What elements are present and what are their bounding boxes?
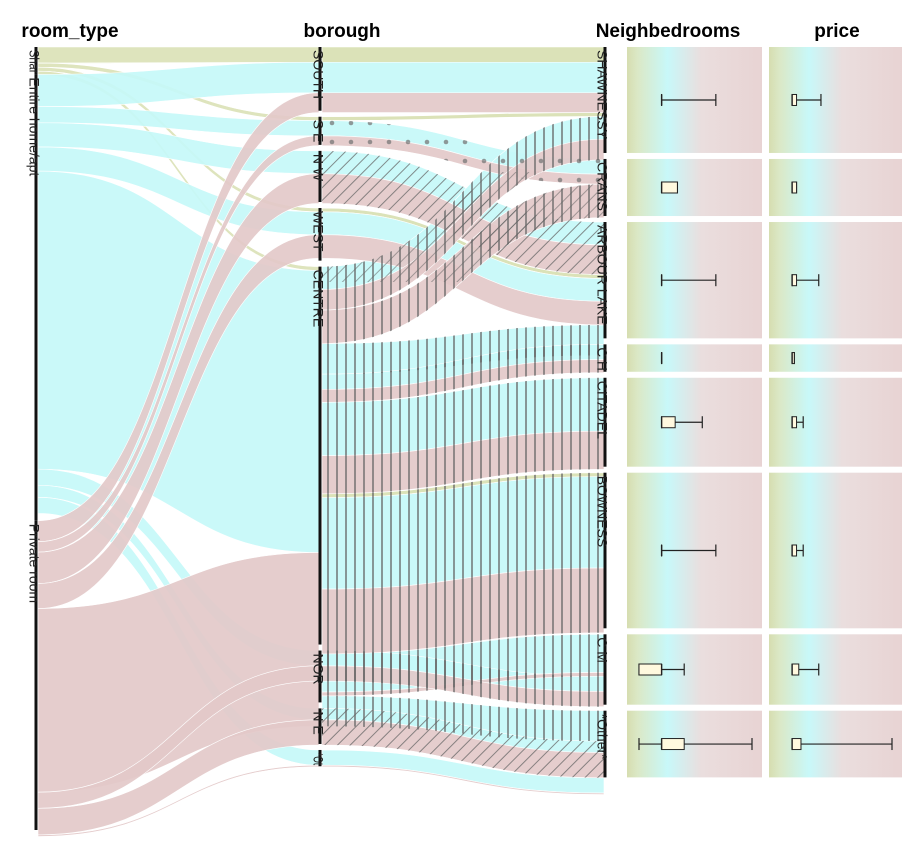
category-label: ARBOUR LAKE: [595, 225, 611, 325]
category-label: WEST: [311, 211, 327, 252]
axis-category-bar: [318, 266, 322, 645]
boxplot-box: [661, 738, 685, 751]
flow-ribbon: [37, 46, 320, 64]
boxplot-background: [769, 158, 902, 217]
axis-category-bar: [603, 47, 607, 153]
boxplot-background: [769, 377, 902, 467]
category-label: Shar: [27, 50, 43, 74]
flow-ribbon: [37, 173, 320, 584]
flow-pattern: [322, 431, 604, 494]
category-label: SHAWNESSY: [595, 50, 611, 140]
boxplot-background: [769, 222, 902, 339]
flow-pattern: [322, 472, 604, 498]
category-label: CENTRE: [311, 270, 327, 328]
category-label: Private room: [27, 524, 43, 603]
flow-pattern: [371, 172, 542, 282]
flow-ribbon: [321, 46, 605, 63]
column-header: borough: [303, 21, 380, 42]
boxplot-background: [627, 158, 762, 217]
boxplot-layer: [627, 47, 902, 778]
category-label: Entire home/apt: [27, 77, 43, 176]
flow-ribbon: [37, 92, 320, 542]
flow-pattern: [322, 695, 604, 742]
axis-category-bar: [318, 749, 322, 767]
boxplot-box: [791, 738, 802, 751]
axis-category-bar: [318, 116, 322, 145]
axis-category-bar: [318, 150, 322, 203]
category-label: CITADEL: [595, 381, 611, 439]
flow-pattern: [322, 708, 604, 753]
axis-category-bar: [318, 47, 322, 111]
column-header: Neighbedrooms: [596, 21, 741, 42]
flow-pattern: [322, 650, 604, 692]
overlay-layer: [322, 112, 604, 778]
boxplot-box: [638, 663, 663, 676]
flow-pattern: [419, 184, 604, 282]
axis-category-bar: [603, 472, 607, 629]
category-label: BOWNESS: [595, 476, 611, 548]
flow-pattern: [322, 324, 604, 375]
flow-pattern: [322, 112, 604, 121]
boxplot-background: [769, 47, 902, 153]
flow-pattern: [322, 359, 604, 403]
axis-layer: [34, 47, 607, 830]
category-label: *Ot: [311, 753, 327, 765]
axis-category-bar: [603, 634, 607, 705]
flow-ribbon: [37, 719, 320, 836]
flow-ribbon: [321, 92, 605, 113]
flow-pattern: [322, 476, 604, 590]
category-label: C M: [595, 637, 611, 663]
boxplot-background: [769, 344, 902, 372]
category-label: SOUTH: [311, 50, 327, 99]
axis-category-bar: [34, 520, 38, 830]
category-label: N W: [311, 154, 327, 182]
flow-pattern: [322, 377, 604, 456]
axis-category-bar: [318, 708, 322, 744]
flow-ribbon: [37, 135, 320, 553]
label-layer: room_type borough Neighbedrooms price Shar En…: [21, 21, 859, 765]
boxplot-box: [661, 181, 678, 194]
column-header: room_type: [21, 21, 118, 42]
category-label: N E: [311, 711, 327, 734]
boxplot-box: [791, 663, 800, 676]
axis-category-bar: [318, 650, 322, 703]
axis-category-bar: [603, 710, 607, 778]
boxplot-background: [769, 634, 902, 705]
column-header: price: [814, 21, 859, 42]
flow-ribbon: [321, 61, 605, 94]
flow-pattern: [322, 665, 604, 707]
flow-pattern: [322, 344, 604, 390]
flow-ribbon: [321, 764, 605, 795]
boxplot-background: [769, 472, 902, 629]
axis-category-bar: [34, 47, 38, 75]
flow-pattern: [322, 567, 604, 654]
axis-category-bar: [34, 74, 38, 521]
axis-category-bar: [603, 222, 607, 339]
flow-pattern: [322, 719, 604, 778]
axis-category-bar: [603, 344, 607, 372]
boxplot-background: [627, 344, 762, 372]
category-label: S E: [311, 120, 327, 143]
category-label: C H: [595, 347, 611, 370]
axis-category-bar: [318, 208, 322, 261]
axis-category-bar: [603, 158, 607, 217]
boxplot-box: [661, 416, 676, 429]
category-label: *Other*: [595, 714, 611, 760]
flow-ribbon: [37, 764, 320, 837]
flow-pattern: [322, 172, 508, 282]
axis-category-bar: [603, 377, 607, 467]
category-label: NOR: [311, 654, 327, 685]
category-label: CRANS: [595, 162, 611, 211]
